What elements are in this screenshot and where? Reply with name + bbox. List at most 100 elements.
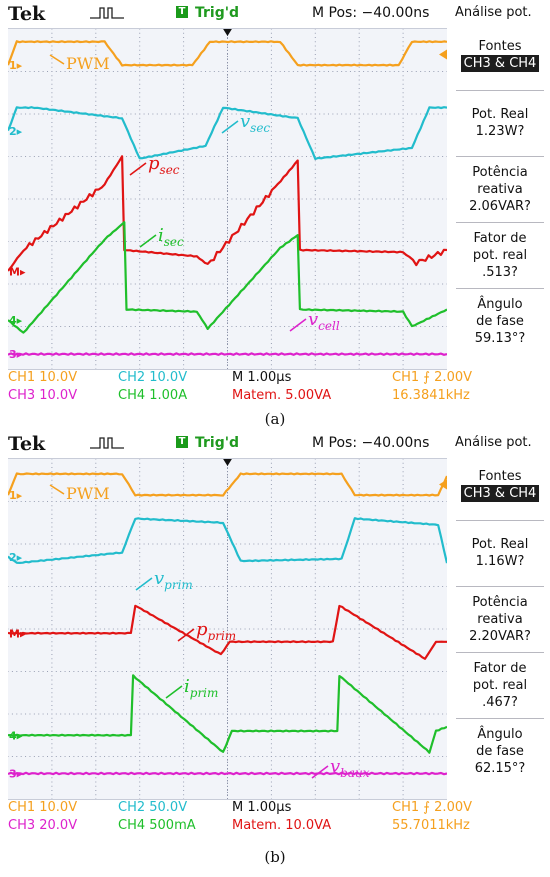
divider xyxy=(456,718,544,719)
frequency: 16.3841kHz xyxy=(392,388,470,403)
power-analysis-panel: Fontes CH3 & CH4 Pot. Real 1.23W? Potênc… xyxy=(452,28,548,368)
ch1-scale: CH1 10.0V xyxy=(8,370,78,385)
trigger-position-icon xyxy=(223,29,232,36)
ch1-scale: CH1 10.0V xyxy=(8,800,78,815)
brand-logo: Tek xyxy=(8,3,46,25)
divider xyxy=(456,586,544,587)
top-status-bar: Tek T Trig'd M Pos: −40.00ns Análise pot… xyxy=(0,0,550,26)
label-leader-line xyxy=(129,162,147,176)
trigger-indicator-icon: T xyxy=(176,436,188,448)
divider xyxy=(456,520,544,521)
channel-marker-math[interactable]: M▸ xyxy=(9,265,26,278)
channel-marker-ch3[interactable]: 3▸ xyxy=(9,768,23,781)
waveform-label-ch4: isec xyxy=(158,225,184,249)
ch4-scale: CH4 500mA xyxy=(118,818,196,833)
channel-status-bar: CH1 10.0V CH2 10.0V M 1.00µs CH1 ⨍ 2.00V… xyxy=(0,368,550,408)
channel-status-bar: CH1 10.0V CH2 50.0V M 1.00µs CH1 ⨍ 2.00V… xyxy=(0,798,550,838)
channel-marker-ch3[interactable]: 3▸ xyxy=(9,348,23,361)
ch3-scale: CH3 10.0V xyxy=(8,388,78,403)
trigger-status: Trig'd xyxy=(195,435,240,451)
channel-marker-ch4[interactable]: 4▸ xyxy=(9,729,23,742)
power-factor-value: .513? xyxy=(482,265,518,280)
panel-title: Análise pot. xyxy=(455,5,532,20)
waveform-label-math: pprim xyxy=(196,619,236,643)
channel-marker-math[interactable]: M▸ xyxy=(9,627,26,640)
sources-value[interactable]: CH3 & CH4 xyxy=(460,55,540,72)
series-line-i-prim xyxy=(8,674,447,754)
divider xyxy=(456,156,544,157)
graticule xyxy=(8,29,447,369)
sources-block: Fontes CH3 & CH4 xyxy=(452,468,548,502)
oscilloscope-capture-a: Tek T Trig'd M Pos: −40.00ns Análise pot… xyxy=(0,0,550,407)
label-leader-line xyxy=(49,54,65,65)
divider xyxy=(456,222,544,223)
ch2-scale: CH2 50.0V xyxy=(118,800,188,815)
reactive-power-label: Potência xyxy=(472,165,528,180)
phase-angle-label: Ângulo xyxy=(477,727,523,742)
ch2-scale: CH2 10.0V xyxy=(118,370,188,385)
waveform-label-ch3: vbaux xyxy=(330,756,370,780)
channel-marker-ch1[interactable]: 1▸ xyxy=(9,489,23,502)
label-leader-line xyxy=(139,234,157,248)
sources-block: Fontes CH3 & CH4 xyxy=(452,38,548,72)
label-leader-line xyxy=(49,484,65,495)
real-power-label: Pot. Real xyxy=(471,537,529,552)
trigger-level: CH1 ⨍ 2.00V xyxy=(392,370,472,385)
power-factor-block: Fator de pot. real .513? xyxy=(452,230,548,281)
real-power-block: Pot. Real 1.16W? xyxy=(452,536,548,570)
reactive-power-value: 2.06VAR? xyxy=(469,199,531,214)
trigger-position-icon xyxy=(223,459,232,466)
label-leader-line xyxy=(135,577,153,591)
power-factor-label: Fator de xyxy=(473,661,527,676)
series-line-v-sec xyxy=(8,106,447,161)
series-line-v-prim xyxy=(8,517,447,564)
series-line-pwm xyxy=(8,40,447,67)
power-factor-label-2: pot. real xyxy=(472,678,528,693)
series-line-v-cell xyxy=(8,352,447,356)
pulse-icon xyxy=(90,437,124,449)
sources-label: Fontes xyxy=(478,469,522,484)
channel-marker-ch1[interactable]: 1▸ xyxy=(9,59,23,72)
waveform-label-ch4: iprim xyxy=(184,676,218,700)
m-position: M Pos: −40.00ns xyxy=(312,5,430,21)
real-power-value: 1.23W? xyxy=(475,124,525,139)
frequency: 55.7011kHz xyxy=(392,818,470,833)
reactive-power-label-2: reativa xyxy=(477,612,523,627)
trigger-level: CH1 ⨍ 2.00V xyxy=(392,800,472,815)
trigger-status: Trig'd xyxy=(195,5,240,21)
series-line-pwm xyxy=(8,472,447,497)
channel-marker-ch4[interactable]: 4▸ xyxy=(9,314,23,327)
phase-angle-block: Ângulo de fase 59.13°? xyxy=(452,296,548,347)
power-factor-block: Fator de pot. real .467? xyxy=(452,660,548,711)
waveform-label-math: psec xyxy=(148,153,180,177)
channel-marker-ch2[interactable]: 2▸ xyxy=(9,551,23,564)
label-leader-line xyxy=(165,685,183,699)
power-factor-label-2: pot. real xyxy=(472,248,528,263)
ch4-scale: CH4 1.00A xyxy=(118,388,188,403)
pulse-icon xyxy=(90,7,124,19)
power-factor-label: Fator de xyxy=(473,231,527,246)
label-leader-line xyxy=(177,628,195,642)
sources-value[interactable]: CH3 & CH4 xyxy=(460,485,540,502)
series-line-i-sec xyxy=(8,221,447,334)
real-power-label: Pot. Real xyxy=(471,107,529,122)
series-line-p-prim xyxy=(8,604,447,660)
timebase: M 1.00µs xyxy=(232,370,292,385)
waveform-label-ch2: vprim xyxy=(154,568,193,592)
channel-marker-ch2[interactable]: 2▸ xyxy=(9,125,23,138)
trigger-level-marker[interactable] xyxy=(439,479,447,490)
ch3-scale: CH3 20.0V xyxy=(8,818,78,833)
label-leader-line xyxy=(289,318,307,332)
reactive-power-block: Potência reativa 2.06VAR? xyxy=(452,164,548,215)
math-scale: Matem. 5.00VA xyxy=(232,388,332,403)
phase-angle-block: Ângulo de fase 62.15°? xyxy=(452,726,548,777)
waveform-plot: 1▸ PWM 2▸ vsec M▸ psec 4▸ isec 3▸ vcell xyxy=(8,29,447,369)
caption-b: (b) xyxy=(264,848,286,866)
phase-angle-label-2: de fase xyxy=(476,744,524,759)
label-leader-line xyxy=(311,765,329,779)
m-position: M Pos: −40.00ns xyxy=(312,435,430,451)
phase-angle-label: Ângulo xyxy=(477,297,523,312)
phase-angle-value: 62.15°? xyxy=(474,761,526,776)
trigger-level-marker[interactable] xyxy=(439,49,447,60)
divider xyxy=(456,652,544,653)
